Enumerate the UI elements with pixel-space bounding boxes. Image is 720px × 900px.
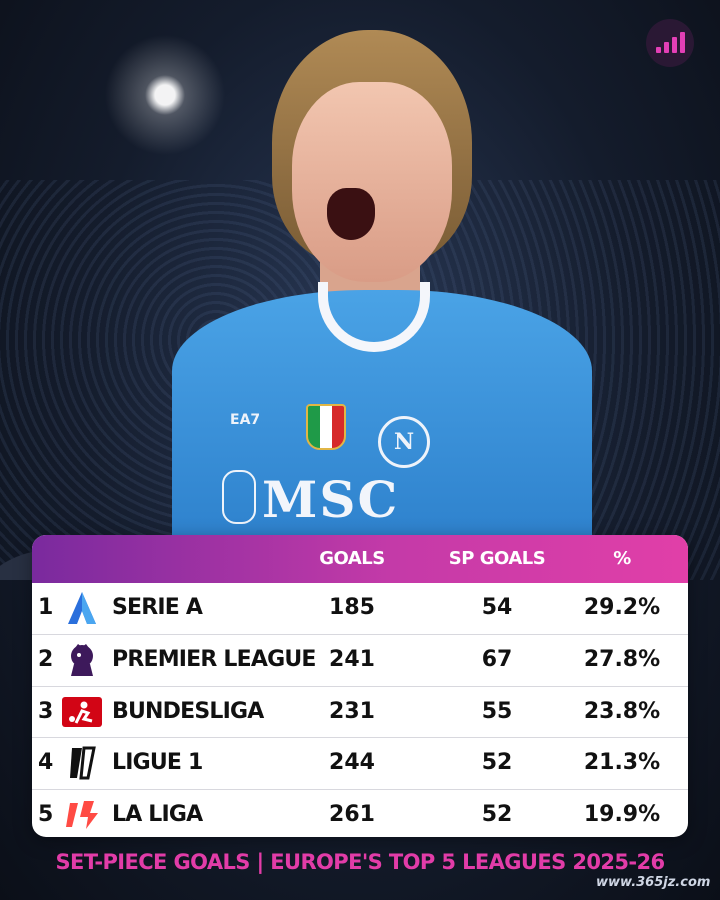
- italian-shield-icon: [306, 404, 346, 450]
- footer-title: SET-PIECE GOALS | EUROPE'S TOP 5 LEAGUES…: [55, 850, 665, 874]
- player-photo: EA7 N MSC: [172, 30, 592, 560]
- header-percent: %: [613, 548, 631, 569]
- jersey-brand-text: EA7: [230, 412, 261, 428]
- sp-goals-value: 55: [481, 698, 513, 724]
- jersey-sponsor-text: MSC: [262, 470, 400, 529]
- goals-value: 241: [329, 646, 375, 672]
- ligue-1-icon: [62, 745, 102, 781]
- msc-logo-icon: [222, 470, 256, 524]
- league-name: PREMIER LEAGUE: [112, 646, 316, 672]
- table-row: 4 LIGUE 1 244 52 21.3%: [32, 738, 688, 791]
- sp-goals-value: 67: [481, 646, 513, 672]
- league-name: BUNDESLIGA: [112, 698, 264, 724]
- table-row: 5 LA LIGA 261 52 19.9%: [32, 790, 688, 837]
- percent-value: 19.9%: [583, 802, 661, 828]
- player-mouth: [327, 188, 375, 240]
- rank: 3: [38, 698, 54, 724]
- bundesliga-icon: [62, 694, 102, 730]
- league-name: LA LIGA: [112, 802, 203, 828]
- league-name: LIGUE 1: [112, 750, 203, 776]
- premier-league-icon: [62, 642, 102, 678]
- goals-value: 231: [329, 698, 375, 724]
- sp-goals-value: 52: [481, 802, 513, 828]
- sp-goals-value: 54: [481, 595, 513, 620]
- table-header: GOALS SP GOALS %: [32, 535, 688, 583]
- player-face: [292, 82, 452, 282]
- sp-goals-value: 52: [481, 750, 513, 776]
- table-row: 1 SERIE A 185 54 29.2%: [32, 583, 688, 635]
- rank: 5: [38, 802, 54, 828]
- stats-table: GOALS SP GOALS % 1 SERIE A 185 54 29.2% …: [32, 535, 688, 837]
- goals-value: 185: [329, 595, 375, 620]
- league-name: SERIE A: [112, 595, 203, 620]
- percent-value: 23.8%: [583, 698, 661, 724]
- goals-value: 261: [329, 802, 375, 828]
- table-row: 3 BUNDESLIGA 231 55 23.8%: [32, 687, 688, 739]
- jersey-collar: [318, 282, 430, 352]
- watermark-text: www.365jz.com: [596, 875, 711, 890]
- percent-value: 27.8%: [583, 646, 661, 672]
- brand-logo-icon: [646, 19, 694, 67]
- goals-value: 244: [329, 750, 375, 776]
- la-liga-icon: [62, 797, 102, 833]
- rank: 2: [38, 646, 54, 672]
- rank: 4: [38, 750, 54, 776]
- percent-value: 29.2%: [583, 595, 661, 620]
- table-row: 2 PREMIER LEAGUE 241 67 27.8%: [32, 635, 688, 687]
- serie-a-icon: [62, 590, 102, 626]
- napoli-crest-icon: N: [378, 416, 430, 468]
- header-goals: GOALS: [319, 548, 385, 569]
- rank: 1: [38, 595, 54, 620]
- percent-value: 21.3%: [583, 750, 661, 776]
- header-sp-goals: SP GOALS: [448, 548, 546, 569]
